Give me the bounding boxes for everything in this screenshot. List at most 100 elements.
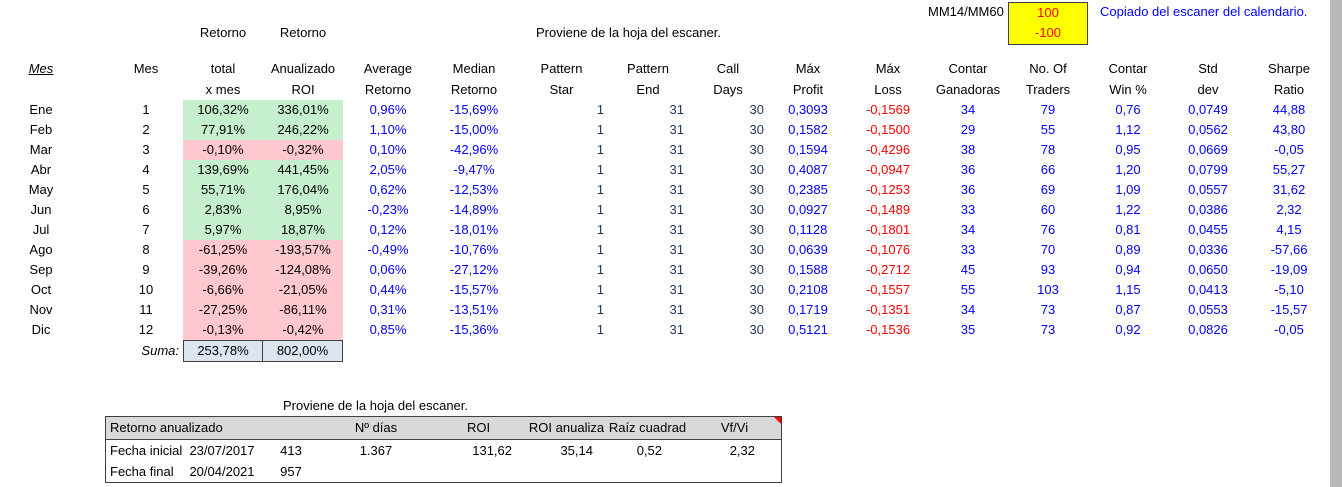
cell-retorno-total[interactable]: 139,69%: [183, 160, 263, 180]
cell-sharpe-ratio[interactable]: -15,57: [1270, 302, 1308, 317]
cell-mes-num[interactable]: 2: [142, 122, 150, 137]
cell-retorno-roi[interactable]: 441,45%: [263, 160, 343, 180]
cell-contar-ganadoras[interactable]: 34: [960, 302, 976, 317]
cell-mes-name[interactable]: Ago: [29, 242, 53, 257]
cell-pattern-star[interactable]: 1: [596, 282, 604, 297]
cell-pattern-end[interactable]: 31: [669, 302, 684, 317]
cell-contar-win[interactable]: 0,89: [1115, 242, 1141, 257]
cell-pattern-end[interactable]: 31: [669, 222, 684, 237]
cell-pattern-end[interactable]: 31: [669, 282, 684, 297]
header-contar-2[interactable]: Contar: [1108, 61, 1148, 76]
cell-contar-ganadoras[interactable]: 55: [960, 282, 976, 297]
cell-pattern-star[interactable]: 1: [596, 122, 604, 137]
cell-max-profit[interactable]: 0,0927: [788, 202, 828, 217]
cell-contar-ganadoras[interactable]: 36: [960, 162, 976, 177]
cell-median-retorno[interactable]: -9,47%: [453, 162, 495, 177]
cell-contar-ganadoras[interactable]: 29: [960, 122, 976, 137]
cell-contar-win[interactable]: 0,94: [1115, 262, 1141, 277]
cell-pattern-star[interactable]: 1: [596, 222, 604, 237]
cell-max-profit[interactable]: 0,1588: [788, 262, 828, 277]
cell-no-of-traders[interactable]: 73: [1040, 302, 1056, 317]
cell-mes-name[interactable]: Oct: [30, 282, 52, 297]
cell-pattern-star[interactable]: 1: [596, 162, 604, 177]
suma-roi-cell[interactable]: 802,00%: [263, 340, 343, 362]
cell-max-profit[interactable]: 0,0639: [788, 242, 828, 257]
cell-contar-win[interactable]: 1,22: [1115, 202, 1141, 217]
cell-retorno-total[interactable]: 5,97%: [183, 220, 263, 240]
cell-std-dev[interactable]: 0,0336: [1188, 242, 1228, 257]
cell-average-retorno[interactable]: 0,06%: [369, 262, 407, 277]
cell-no-of-traders[interactable]: 73: [1040, 322, 1056, 337]
cell-sharpe-ratio[interactable]: -0,05: [1274, 142, 1304, 157]
cell-std-dev[interactable]: 0,0455: [1188, 222, 1228, 237]
cell-contar-win[interactable]: 0,81: [1115, 222, 1141, 237]
cell-median-retorno[interactable]: -27,12%: [449, 262, 499, 277]
cell-average-retorno[interactable]: -0,49%: [367, 242, 409, 257]
cell-mes-num[interactable]: 7: [142, 222, 150, 237]
header-total[interactable]: total: [210, 61, 236, 76]
cell-no-of-traders[interactable]: 103: [1037, 282, 1059, 297]
summary-row-vfvi[interactable]: [688, 461, 781, 482]
cell-std-dev[interactable]: 0,0562: [1188, 122, 1228, 137]
cell-contar-ganadoras[interactable]: 34: [960, 222, 976, 237]
cell-std-dev[interactable]: 0,0799: [1188, 162, 1228, 177]
cell-call-days[interactable]: 30: [749, 142, 764, 157]
cell-no-of-traders[interactable]: 70: [1040, 242, 1056, 257]
cell-no-of-traders[interactable]: 79: [1040, 102, 1056, 117]
cell-retorno-roi[interactable]: 336,01%: [263, 100, 343, 120]
cell-pattern-star[interactable]: 1: [596, 102, 604, 117]
cell-max-loss[interactable]: -0,1557: [865, 282, 911, 297]
header-no-of[interactable]: No. Of: [1029, 61, 1067, 76]
cell-average-retorno[interactable]: 0,96%: [369, 102, 407, 117]
cell-sharpe-ratio[interactable]: 4,15: [1276, 222, 1302, 237]
cell-no-of-traders[interactable]: 60: [1040, 202, 1056, 217]
cell-max-loss[interactable]: -0,1569: [865, 102, 911, 117]
header-profit[interactable]: Profit: [792, 82, 824, 97]
cell-no-of-traders[interactable]: 93: [1040, 262, 1056, 277]
copied-note[interactable]: Copiado del escaner del calendario.: [1100, 4, 1308, 19]
cell-sharpe-ratio[interactable]: 43,80: [1272, 122, 1306, 137]
cell-call-days[interactable]: 30: [749, 182, 764, 197]
cell-call-days[interactable]: 30: [749, 202, 764, 217]
header-anualizado[interactable]: Anualizado: [270, 61, 336, 76]
cell-contar-ganadoras[interactable]: 38: [960, 142, 976, 157]
cell-retorno-total[interactable]: -0,13%: [183, 320, 263, 340]
cell-pattern-end[interactable]: 31: [669, 162, 684, 177]
cell-no-of-traders[interactable]: 55: [1040, 122, 1056, 137]
cell-retorno-roi[interactable]: -86,11%: [263, 300, 343, 320]
cell-pattern-star[interactable]: 1: [596, 142, 604, 157]
cell-max-profit[interactable]: 0,1582: [788, 122, 828, 137]
cell-mes-name[interactable]: Jul: [32, 222, 50, 237]
cell-average-retorno[interactable]: 2,05%: [369, 162, 407, 177]
header-sharpe[interactable]: Sharpe: [1268, 61, 1310, 76]
header-dev[interactable]: dev: [1197, 82, 1219, 97]
summary-row-date[interactable]: 20/04/2021: [189, 464, 255, 479]
cell-std-dev[interactable]: 0,0826: [1188, 322, 1228, 337]
summary-title[interactable]: Retorno anualizado: [110, 420, 223, 435]
cell-pattern-end[interactable]: 31: [669, 262, 684, 277]
cell-no-of-traders[interactable]: 66: [1040, 162, 1056, 177]
cell-mes-num[interactable]: 6: [142, 202, 150, 217]
cell-retorno-total[interactable]: -0,10%: [183, 140, 263, 160]
header-mes-num[interactable]: Mes: [133, 61, 159, 76]
cell-std-dev[interactable]: 0,0749: [1188, 102, 1228, 117]
cell-max-loss[interactable]: -0,2712: [865, 262, 911, 277]
cell-retorno-total[interactable]: 77,91%: [183, 120, 263, 140]
header-retorno-median[interactable]: Retorno: [450, 82, 498, 97]
cell-pattern-star[interactable]: 1: [596, 242, 604, 257]
cell-mes-num[interactable]: 4: [142, 162, 150, 177]
summary-row-dias[interactable]: [321, 461, 431, 482]
cell-contar-win[interactable]: 0,95: [1115, 142, 1141, 157]
cell-retorno-total[interactable]: 55,71%: [183, 180, 263, 200]
cell-max-loss[interactable]: -0,1076: [865, 242, 911, 257]
cell-retorno-roi[interactable]: -193,57%: [263, 240, 343, 260]
cell-no-of-traders[interactable]: 69: [1040, 182, 1056, 197]
cell-max-profit[interactable]: 0,4087: [788, 162, 828, 177]
cell-retorno-roi[interactable]: -0,32%: [263, 140, 343, 160]
cell-max-profit[interactable]: 0,1719: [788, 302, 828, 317]
header-retorno-total-line1[interactable]: Retorno: [199, 25, 247, 40]
header-max-loss-1[interactable]: Máx: [875, 61, 901, 76]
header-contar-1[interactable]: Contar: [948, 61, 988, 76]
cell-retorno-roi[interactable]: 246,22%: [263, 120, 343, 140]
header-end[interactable]: End: [636, 82, 660, 97]
